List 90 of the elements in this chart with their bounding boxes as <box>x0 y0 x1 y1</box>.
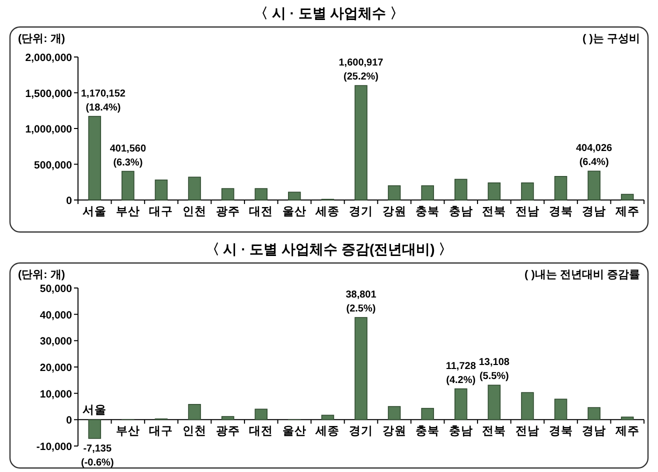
bar <box>254 188 268 200</box>
y-tick-label: 1,500,000 <box>25 88 72 100</box>
y-tick-label: 1,000,000 <box>25 124 72 136</box>
bar <box>488 182 501 200</box>
y-tick-label: -10,000 <box>36 441 72 453</box>
bar <box>454 178 468 200</box>
x-tick-label: 강원 <box>382 424 406 438</box>
bar <box>354 317 368 420</box>
bar <box>588 407 600 420</box>
x-tick-label: 부산 <box>116 205 140 218</box>
bar <box>554 398 568 420</box>
data-label: 13,108 (5.5%) <box>478 357 510 382</box>
x-tick-label: 대전 <box>249 205 274 218</box>
text: (단위: 개) <box>18 33 66 45</box>
bar <box>620 194 634 200</box>
bar <box>454 388 468 420</box>
x-tick-label: 세종 <box>314 424 340 438</box>
x-tick-label: 충남 <box>448 205 473 218</box>
x-tick-label: 서울 <box>82 205 107 218</box>
data-label: -7,135 (-0.6%) <box>81 443 114 468</box>
bar <box>354 85 368 200</box>
y-tick-label: 2,000,000 <box>25 52 72 64</box>
x-tick-label: 충북 <box>416 205 440 218</box>
bar <box>488 384 501 420</box>
x-tick-label: 울산 <box>282 424 306 438</box>
text: ( )내는 전년대비 증감률 <box>524 269 640 281</box>
text: (단위: 개) <box>18 269 66 281</box>
x-tick-label: 인천 <box>182 205 207 218</box>
bar <box>288 192 301 200</box>
x-tick-label: 경북 <box>548 424 573 438</box>
bar <box>421 408 434 420</box>
x-tick-label: 대구 <box>149 424 174 438</box>
bar <box>388 185 401 200</box>
y-tick-label: 0 <box>66 195 72 207</box>
x-tick-label: 경남 <box>582 205 606 218</box>
x-tick-label: 전남 <box>515 424 540 438</box>
bar <box>88 116 102 200</box>
x-tick-label: 부산 <box>116 424 140 438</box>
bar <box>521 182 534 200</box>
y-tick-label: 50,000 <box>40 283 72 295</box>
x-tick-label: 대구 <box>149 205 174 218</box>
x-tick-label: 세종 <box>314 205 340 218</box>
bar <box>122 170 134 200</box>
x-tick-label: 전북 <box>482 205 506 218</box>
x-tick-label: 광주 <box>216 205 240 218</box>
x-tick-label: 경기 <box>349 424 373 438</box>
bar <box>554 176 568 200</box>
data-label: 11,728 (4.2%) <box>446 360 476 386</box>
bar <box>88 419 102 439</box>
x-tick-label: 충북 <box>416 424 440 438</box>
y-tick-label: 0 <box>66 414 72 427</box>
bar <box>421 185 434 200</box>
y-tick-label: 10,000 <box>40 388 72 400</box>
x-tick-label: 강원 <box>382 205 406 218</box>
y-tick-label: 40,000 <box>40 309 72 322</box>
x-tick-label: 전남 <box>515 205 540 218</box>
x-tick-label: 서울 <box>82 404 107 417</box>
y-tick-label: 30,000 <box>40 336 72 348</box>
bar <box>154 180 168 200</box>
x-tick-label: 인천 <box>182 424 207 438</box>
bar <box>254 408 268 420</box>
chart-title: 〈 시 · 도별 사업체수 증감(전년대비) 〉 <box>205 241 453 257</box>
x-tick-label: 제주 <box>614 424 640 438</box>
text: ( )는 구성비 <box>582 33 640 45</box>
x-tick-label: 광주 <box>216 424 240 438</box>
data-label: 404,026 (6.4%) <box>576 143 613 168</box>
x-tick-label: 전북 <box>482 424 506 438</box>
x-tick-label: 제주 <box>614 205 640 218</box>
bar <box>221 188 234 200</box>
bar <box>188 176 201 200</box>
data-label: 38,801 (2.5%) <box>346 289 377 314</box>
data-label: 1,170,152 (18.4%) <box>81 88 126 114</box>
bar <box>521 392 534 420</box>
y-tick-label: 500,000 <box>34 159 72 172</box>
bar <box>221 416 234 420</box>
y-tick-label: 20,000 <box>40 362 72 374</box>
chart-title: 〈 시 · 도별 사업체수 〉 <box>254 5 404 21</box>
x-tick-label: 대전 <box>249 424 274 438</box>
x-tick-label: 울산 <box>282 205 306 218</box>
x-tick-label: 경북 <box>548 205 573 218</box>
x-tick-label: 충남 <box>448 424 473 438</box>
x-tick-label: 경기 <box>349 205 373 218</box>
bar <box>620 416 634 420</box>
data-label: 1,600,917 (25.2%) <box>338 58 384 83</box>
bar <box>588 170 600 200</box>
bar <box>188 404 201 420</box>
data-label: 401,560 (6.3%) <box>110 143 146 168</box>
bar <box>321 414 334 420</box>
bar <box>388 406 401 420</box>
x-tick-label: 경남 <box>582 424 606 438</box>
